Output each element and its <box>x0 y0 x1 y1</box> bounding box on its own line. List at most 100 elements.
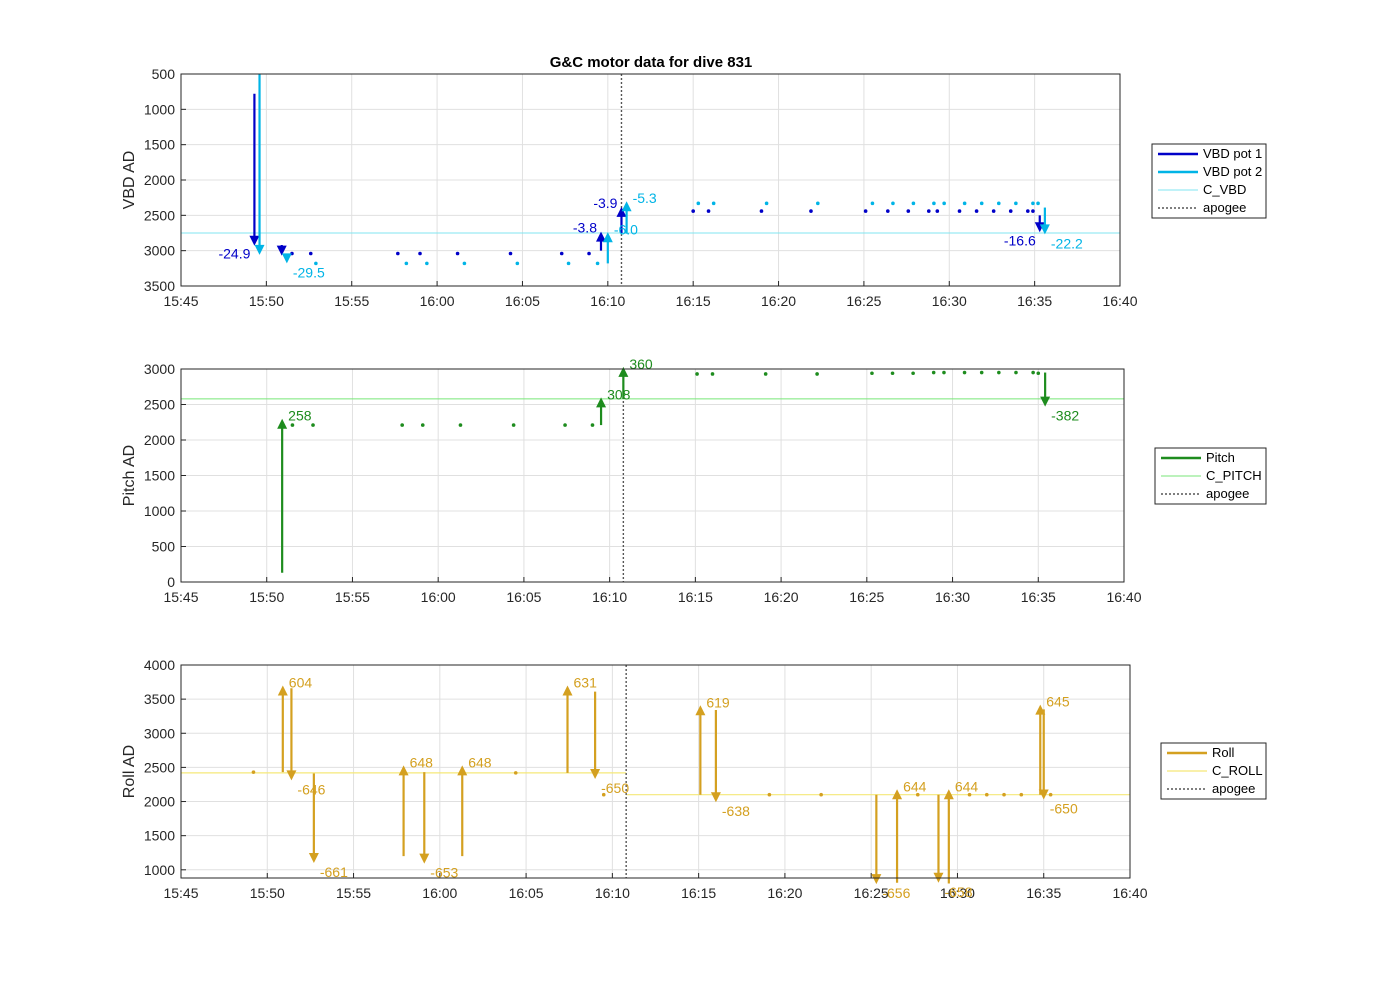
legend-entry: C_ROLL <box>1212 763 1263 778</box>
x-tick-label: 16:35 <box>1017 293 1052 309</box>
plot-area <box>181 665 1130 878</box>
data-point <box>418 251 422 256</box>
data-point <box>979 201 984 206</box>
y-axis-label: Pitch AD <box>121 445 138 506</box>
arrow-mark: -3.9 <box>593 195 627 233</box>
arrow-head <box>590 769 601 780</box>
data-point <box>926 209 931 213</box>
x-tick-label: 16:10 <box>592 589 627 605</box>
arrow-head <box>1039 224 1050 235</box>
arrow-head <box>286 770 297 781</box>
y-tick-label: 2500 <box>144 397 175 413</box>
arrow-mark: -638 <box>710 710 750 819</box>
legend-entry: Roll <box>1212 745 1235 760</box>
arrow-label: 258 <box>288 408 312 424</box>
x-tick-label: 16:05 <box>506 589 541 605</box>
x-tick-label: 15:55 <box>335 589 370 605</box>
data-point <box>706 209 711 213</box>
arrow-mark: 619 <box>695 694 730 795</box>
data-point <box>991 209 996 213</box>
y-tick-label: 3500 <box>144 691 175 707</box>
arrow-mark: 648 <box>457 754 492 857</box>
y-tick-label: 1500 <box>144 137 175 153</box>
x-tick-label: 16:05 <box>509 885 544 901</box>
data-point <box>819 792 823 797</box>
y-tick-label: 0 <box>167 574 175 590</box>
x-tick-label: 16:00 <box>420 293 455 309</box>
arrow-label: 631 <box>574 674 598 690</box>
data-point <box>1014 201 1018 206</box>
arrow-label: -29.5 <box>293 264 325 280</box>
x-tick-label: 16:15 <box>678 589 713 605</box>
arrow-head <box>419 853 430 864</box>
x-tick-label: 16:40 <box>1106 589 1141 605</box>
y-tick-label: 1000 <box>144 503 175 519</box>
arrow-label: -650 <box>1050 800 1078 816</box>
data-point <box>815 372 819 376</box>
data-point <box>942 201 946 206</box>
arrow-mark <box>276 245 287 256</box>
data-point <box>601 792 606 797</box>
data-point <box>764 201 769 206</box>
y-axis-label: VBD AD <box>121 151 138 210</box>
chart-title: G&C motor data for dive 831 <box>550 54 753 71</box>
data-point <box>404 261 409 266</box>
arrow-label: -3.8 <box>573 220 597 236</box>
x-tick-label: 16:30 <box>940 885 975 901</box>
x-tick-label: 16:25 <box>854 885 889 901</box>
series-roll: 604 -646 -661 648 -653 648 631 -650 619 -638 -656 6… <box>251 674 1078 901</box>
arrow-label: -653 <box>430 865 458 881</box>
data-point <box>906 209 911 213</box>
data-point <box>711 201 716 206</box>
y-tick-label: 4000 <box>144 657 175 673</box>
y-tick-label: 3000 <box>144 725 175 741</box>
arrow-label: -16.6 <box>1004 232 1036 248</box>
arrow-head <box>695 705 706 716</box>
x-tick-label: 15:55 <box>334 293 369 309</box>
x-tick-label: 16:20 <box>764 589 799 605</box>
data-point <box>511 423 516 427</box>
data-point <box>1036 371 1041 376</box>
data-point <box>290 423 295 427</box>
arrow-head <box>616 206 627 217</box>
x-tick-label: 16:00 <box>422 885 457 901</box>
data-point <box>984 792 989 797</box>
arrow-label: -661 <box>320 864 348 880</box>
arrow-head <box>277 418 288 429</box>
arrow-label: -5.3 <box>633 190 657 206</box>
arrow-label: -656 <box>882 885 910 901</box>
data-point <box>1048 792 1053 797</box>
arrow-mark: 631 <box>562 674 598 773</box>
data-point <box>455 251 460 256</box>
arrow-label: 308 <box>607 386 631 402</box>
legend-entry: C_VBD <box>1203 182 1246 197</box>
axes-frame <box>180 664 1131 879</box>
data-point <box>1031 209 1035 213</box>
arrow-label: -24.9 <box>218 246 250 262</box>
x-tick-label: 15:45 <box>163 589 198 605</box>
axes-frame <box>180 368 1125 583</box>
data-point <box>932 201 936 206</box>
data-point <box>957 209 962 213</box>
x-tick-label: 16:40 <box>1102 293 1137 309</box>
arrow-head <box>277 685 288 696</box>
arrow-mark: -656 <box>871 794 911 901</box>
data-point <box>962 201 967 206</box>
x-tick-label: 16:35 <box>1021 589 1056 605</box>
data-point <box>462 261 467 266</box>
data-point <box>870 371 874 376</box>
data-point <box>458 423 463 427</box>
data-point <box>314 261 318 266</box>
data-point <box>1002 792 1006 797</box>
data-point <box>563 423 567 427</box>
y-tick-label: 2000 <box>144 172 175 188</box>
arrow-label: -646 <box>297 781 325 797</box>
x-tick-label: 15:50 <box>250 885 285 901</box>
data-point <box>1019 792 1024 797</box>
arrow-label: -638 <box>722 803 750 819</box>
data-point <box>870 201 875 206</box>
data-point <box>308 251 313 256</box>
x-tick-label: 16:05 <box>505 293 540 309</box>
